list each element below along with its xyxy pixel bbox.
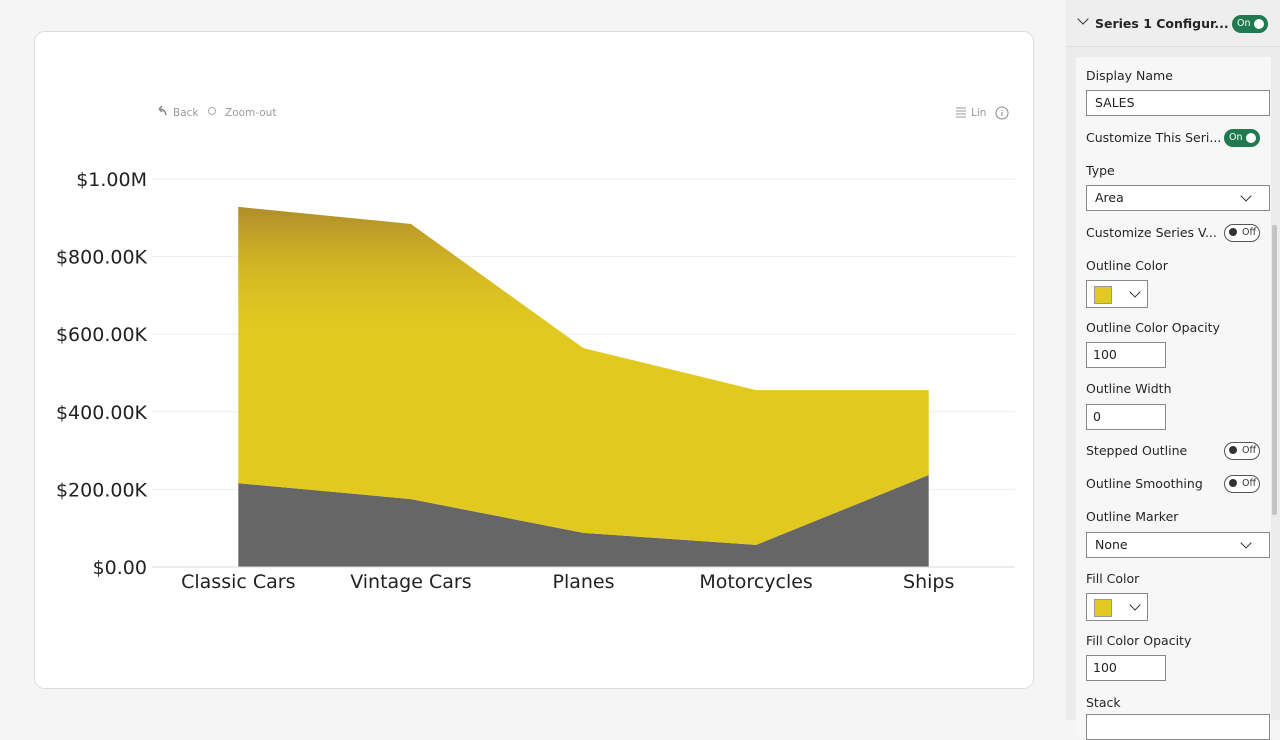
field-label: Stack (1086, 695, 1121, 710)
x-tick-label: Motorcycles (699, 571, 813, 593)
section-header[interactable]: Series 1 Configur... On (1066, 0, 1280, 47)
toolbar: Back Zoom-out Lin (158, 105, 1009, 120)
zoom-out-button[interactable]: Zoom-out (225, 107, 276, 119)
field-label: Outline Color Opacity (1086, 320, 1220, 335)
y-tick-label: $600.00K (56, 324, 148, 346)
field-label: Type (1086, 163, 1115, 178)
field-label: Outline Marker (1086, 509, 1179, 524)
toggle[interactable]: Off (1224, 475, 1260, 493)
area-shade (238, 206, 929, 545)
y-tick-label: $0.00 (93, 557, 147, 579)
y-tick-label: $200.00K (56, 479, 148, 501)
field-label: Fill Color Opacity (1086, 633, 1192, 648)
dropdown[interactable]: Area (1086, 185, 1270, 211)
color-picker[interactable] (1086, 280, 1148, 308)
color-picker[interactable] (1086, 593, 1148, 621)
y-tick-label: $400.00K (56, 402, 148, 424)
field-label: Outline Color (1086, 258, 1168, 273)
field-label: Customize This Seri... (1086, 130, 1222, 145)
x-tick-label: Classic Cars (181, 571, 295, 593)
toggle[interactable]: On (1224, 129, 1260, 147)
number-input[interactable]: 100 (1086, 655, 1166, 681)
number-input[interactable]: 0 (1086, 404, 1166, 430)
page: Back Zoom-out Lin $0.00 $200.00K $400.00K $… (34, 0, 1280, 740)
scale-icon[interactable] (956, 107, 966, 118)
collapse-chevron[interactable] (1077, 13, 1089, 25)
y-tick-label: $1.00M (76, 169, 147, 191)
dropdown[interactable] (1086, 714, 1270, 740)
y-tick-label: $800.00K (56, 247, 148, 269)
scrollbar[interactable] (1272, 225, 1277, 515)
x-tick-label: Vintage Cars (350, 571, 471, 593)
field-label: Stepped Outline (1086, 443, 1188, 458)
field-label: Outline Width (1086, 381, 1172, 396)
field-label: Fill Color (1086, 571, 1140, 586)
dropdown[interactable]: None (1086, 532, 1270, 558)
toggle[interactable]: On (1232, 15, 1268, 33)
text-input[interactable]: SALES (1086, 90, 1270, 116)
section-title: Series 1 Configur... (1095, 16, 1229, 31)
field-label: Customize Series V... (1086, 225, 1217, 240)
info-icon[interactable] (995, 106, 1009, 120)
scale-button[interactable]: Lin (971, 107, 986, 119)
format-panel: Series 1 Configur... On Display Name SAL… (1066, 0, 1280, 740)
toggle[interactable]: Off (1224, 224, 1260, 242)
chart: Back Zoom-out Lin $0.00 $200.00K $400.00K $… (34, 31, 1034, 689)
back-button[interactable]: Back (173, 107, 199, 119)
field-label: Display Name (1086, 68, 1173, 83)
field-label: Outline Smoothing (1086, 476, 1203, 491)
x-tick-label: Ships (903, 571, 954, 593)
zoom-icon[interactable] (208, 107, 216, 115)
number-input[interactable]: 100 (1086, 342, 1166, 368)
toggle[interactable]: Off (1224, 442, 1260, 460)
x-tick-label: Planes (552, 571, 614, 593)
settings-card (1076, 57, 1271, 737)
area (238, 475, 929, 567)
back-icon[interactable] (158, 105, 167, 116)
